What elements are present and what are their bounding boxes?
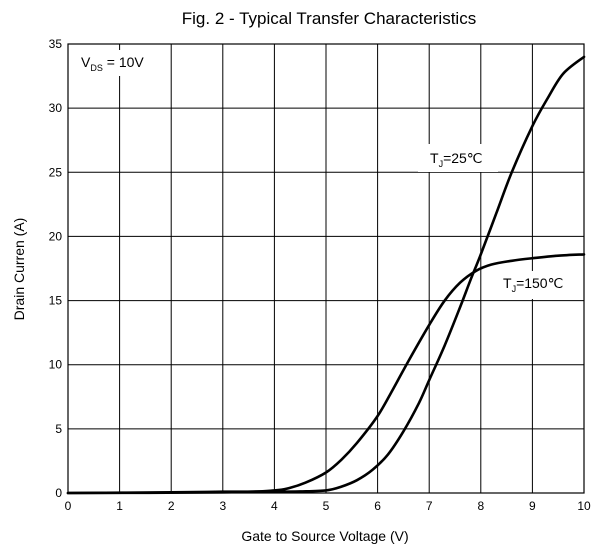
curves [66, 55, 586, 495]
x-tick-label: 0 [65, 499, 72, 513]
chart-title: Fig. 2 - Typical Transfer Characteristic… [182, 9, 476, 28]
x-tick-label: 2 [168, 499, 175, 513]
annotations: VDS = 10V TJ=25℃ TJ=150℃ [76, 50, 580, 299]
x-tick-label: 5 [323, 499, 330, 513]
curve-tj-150c [66, 253, 586, 495]
y-tick-label: 10 [49, 358, 63, 372]
x-tick-label: 10 [577, 499, 591, 513]
vds-annotation-background [76, 50, 166, 76]
curve-tj-25c [66, 55, 586, 495]
x-tick-label: 8 [477, 499, 484, 513]
y-axis-label: Drain Curren (A) [11, 218, 27, 321]
y-tick-label: 15 [49, 294, 63, 308]
tj150-annotation-background [496, 271, 580, 299]
tj25-annotation-background [418, 144, 498, 172]
x-tick-label: 6 [374, 499, 381, 513]
y-tick-label: 35 [49, 37, 63, 51]
tick-labels: 0 1 2 3 4 5 6 7 8 9 10 0 5 10 15 20 25 30 35 [49, 37, 591, 513]
tj25-annotation: TJ=25℃ [430, 150, 483, 169]
vds-annotation: VDS = 10V [81, 54, 144, 73]
x-tick-label: 7 [426, 499, 433, 513]
grid-lines [67, 43, 585, 494]
x-tick-label: 3 [219, 499, 226, 513]
y-tick-label: 5 [55, 422, 62, 436]
y-tick-label: 25 [49, 165, 63, 179]
plot-frame [67, 43, 585, 494]
x-tick-label: 1 [116, 499, 123, 513]
y-tick-label: 0 [55, 486, 62, 500]
x-tick-label: 4 [271, 499, 278, 513]
x-axis-label: Gate to Source Voltage (V) [241, 528, 408, 544]
y-tick-label: 30 [49, 101, 63, 115]
x-tick-label: 9 [529, 499, 536, 513]
tj150-annotation: TJ=150℃ [503, 275, 563, 294]
y-tick-label: 20 [49, 229, 63, 243]
